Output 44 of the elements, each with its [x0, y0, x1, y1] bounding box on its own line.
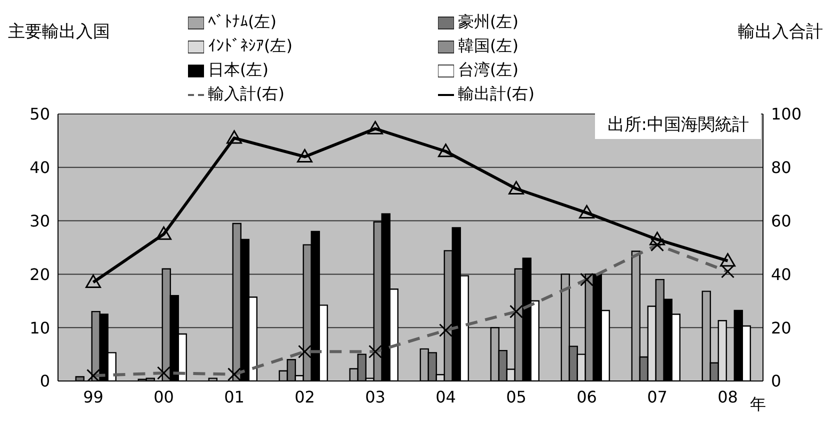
y-tick-label: 50 — [30, 104, 50, 124]
x-tick-label: 04 — [436, 387, 456, 406]
y2-tick-label: 20 — [771, 318, 792, 338]
legend-label: ｲﾝﾄﾞﾈｼｱ(左) — [208, 36, 292, 55]
point — [508, 181, 524, 195]
y2-tick-label: 80 — [771, 158, 792, 178]
y2-tick-label: 40 — [771, 264, 792, 284]
legend-label: 韓国(左) — [458, 36, 518, 55]
y2-axis-title: 輸出入合計 — [738, 21, 823, 43]
point — [650, 232, 665, 246]
y-tick-label: 0 — [40, 372, 50, 391]
y-tick-label: 10 — [30, 318, 50, 338]
annotation: 出所:中国海関統計 — [595, 110, 761, 139]
x-tick-label: 03 — [365, 387, 386, 406]
point — [86, 274, 101, 288]
legend-label: ﾍﾞﾄﾅﾑ(左) — [208, 12, 276, 31]
point — [226, 130, 242, 144]
point — [297, 148, 312, 162]
x-tick-label: 02 — [294, 387, 315, 406]
x-tick-label: 08 — [718, 387, 738, 406]
y2-tick-label: 100 — [771, 104, 802, 124]
legend-label: 台湾(左) — [458, 60, 518, 79]
legend-label: 輸出計(右) — [458, 84, 534, 103]
x-tick-label: 07 — [647, 387, 668, 406]
y-tick-label: 20 — [30, 264, 50, 284]
point — [438, 144, 454, 158]
x-axis-title: 年 — [750, 394, 766, 414]
point — [579, 205, 594, 219]
point — [156, 226, 172, 240]
point — [720, 253, 736, 267]
x-tick-label: 99 — [83, 387, 104, 406]
x-tick-label: 01 — [224, 387, 244, 406]
y-axis-title: 主要輸出入国 — [8, 21, 110, 43]
y-tick-label: 30 — [30, 211, 50, 230]
x-tick-label: 06 — [576, 387, 597, 406]
legend-label: 豪州(左) — [458, 12, 518, 31]
y2-tick-label: 0 — [771, 372, 782, 391]
y2-tick-label: 60 — [771, 211, 792, 230]
point — [368, 120, 383, 134]
legend-label: 輸入計(右) — [208, 84, 284, 103]
x-tick-label: 00 — [154, 387, 174, 406]
x-tick-label: 05 — [506, 387, 526, 406]
legend-label: 日本(左) — [208, 60, 268, 79]
y-tick-label: 40 — [30, 158, 50, 178]
